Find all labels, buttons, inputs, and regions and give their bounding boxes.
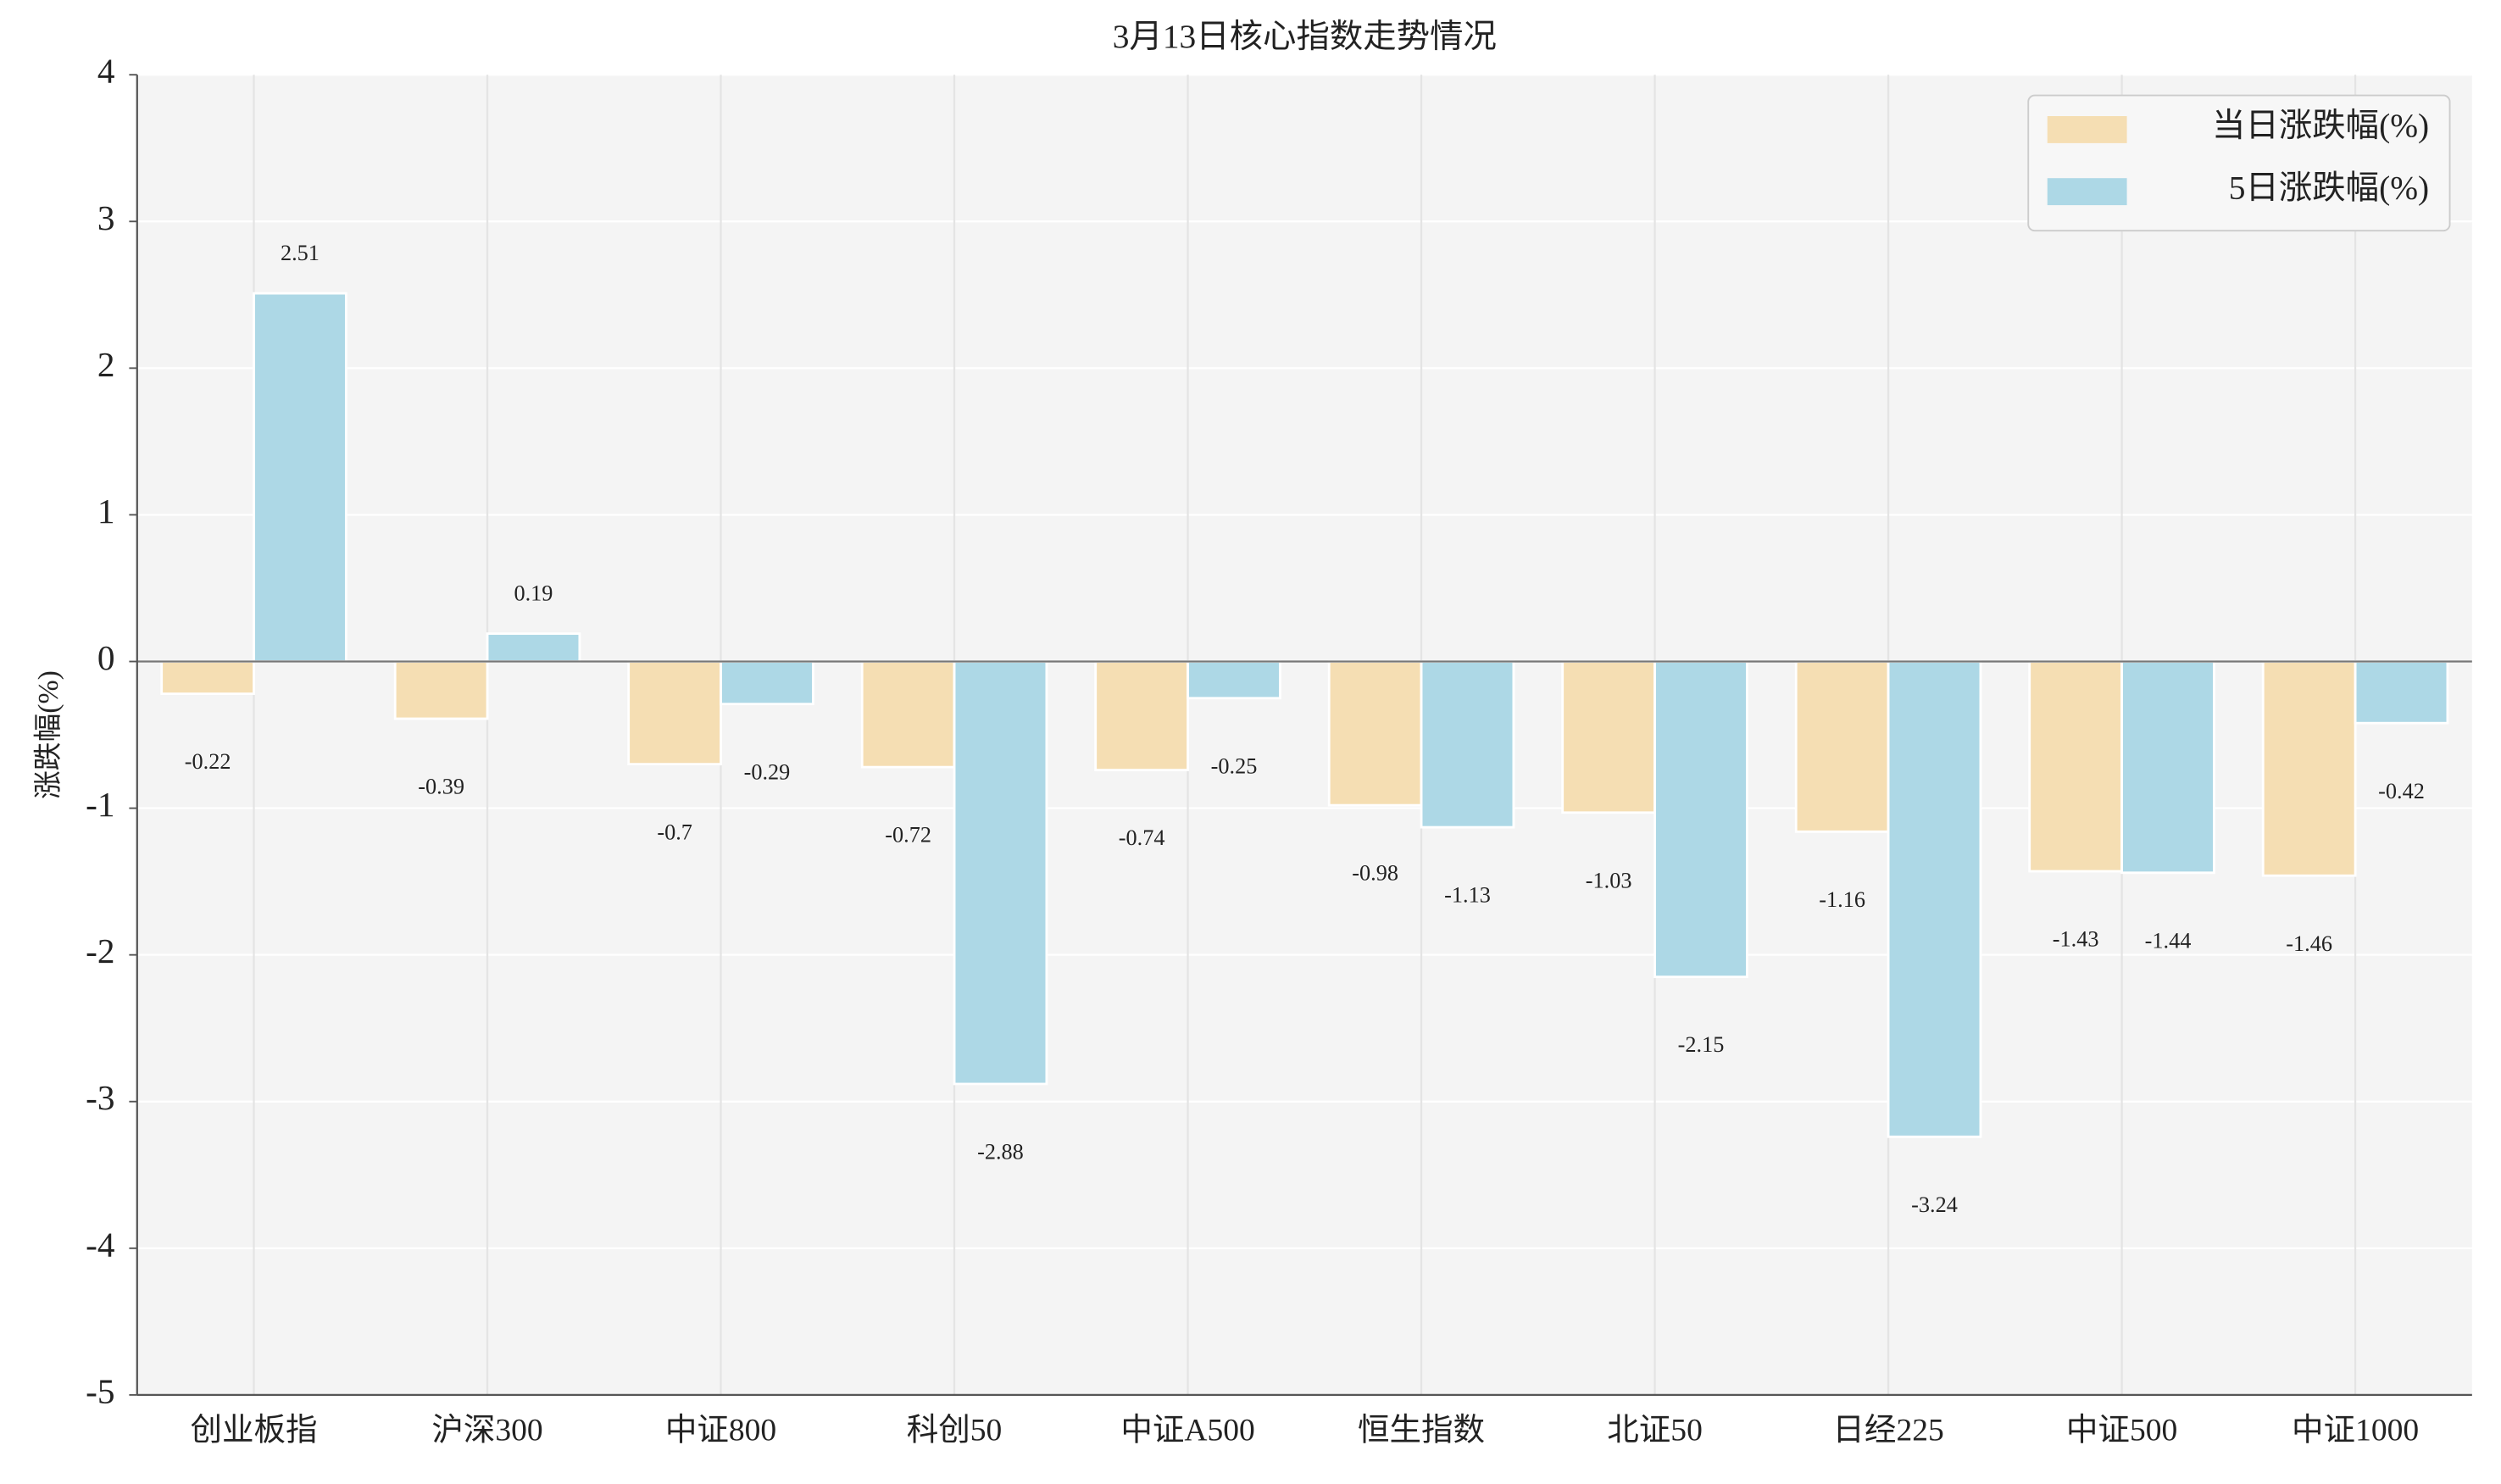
bar xyxy=(1794,660,1890,833)
bar xyxy=(1187,660,1281,700)
y-axis-label: 涨跌幅(%) xyxy=(32,670,64,799)
value-label: 0.19 xyxy=(514,581,553,606)
value-label: -0.42 xyxy=(2378,779,2425,803)
bar xyxy=(2261,660,2357,877)
bar xyxy=(1327,660,1423,807)
legend-swatch xyxy=(2047,116,2127,143)
value-label: -0.22 xyxy=(185,749,231,774)
bar xyxy=(2354,660,2449,725)
x-tick-label: 日经225 xyxy=(1832,1414,1943,1448)
bar xyxy=(860,660,956,769)
y-tick-label: -3 xyxy=(86,1078,114,1117)
y-tick-label: -5 xyxy=(86,1371,114,1410)
x-tick-label: 中证500 xyxy=(2066,1414,2177,1448)
x-tick-label: 中证A500 xyxy=(1120,1414,1254,1448)
y-tick-label: 3 xyxy=(97,198,115,237)
legend-label: 当日涨跌幅(%) xyxy=(2212,107,2429,144)
y-tick-label: 1 xyxy=(97,492,115,531)
value-label: -0.25 xyxy=(1211,753,1258,778)
bar xyxy=(160,660,255,696)
bar xyxy=(486,632,581,663)
y-tick-label: -2 xyxy=(86,931,114,970)
value-label: -2.88 xyxy=(977,1140,1024,1164)
bar xyxy=(393,660,489,720)
legend-box xyxy=(2027,94,2451,232)
y-tick-label: 0 xyxy=(97,638,115,677)
bar xyxy=(2120,660,2215,875)
value-label: -2.15 xyxy=(1678,1032,1725,1057)
value-label: -1.43 xyxy=(2053,927,2099,952)
value-label: -1.16 xyxy=(1819,887,1865,912)
bar xyxy=(1420,660,1515,829)
bar xyxy=(2028,660,2123,873)
y-tick-label: -4 xyxy=(86,1225,114,1264)
chart-title: 3月13日核心指数走势情况 xyxy=(1113,18,1497,55)
x-tick-label: 中证1000 xyxy=(2292,1414,2419,1448)
bar xyxy=(720,660,814,706)
x-tick-label: 创业板指 xyxy=(190,1414,317,1448)
value-label: -0.98 xyxy=(1352,861,1398,886)
value-label: -0.72 xyxy=(885,823,931,848)
legend-label: 5日涨跌幅(%) xyxy=(2229,169,2429,206)
value-label: -1.44 xyxy=(2145,928,2192,953)
y-tick-label: 4 xyxy=(97,52,115,91)
bar xyxy=(1561,660,1656,814)
value-label: -0.29 xyxy=(744,759,791,784)
legend-swatch xyxy=(2047,178,2127,206)
value-label: -0.39 xyxy=(418,775,464,799)
y-tick-label: 2 xyxy=(97,345,115,384)
x-tick-label: 沪深300 xyxy=(431,1414,542,1448)
value-label: -1.03 xyxy=(1586,868,1632,892)
bar xyxy=(1094,660,1189,772)
x-tick-label: 中证800 xyxy=(665,1414,776,1448)
value-label: -1.13 xyxy=(1444,883,1491,908)
value-label: -0.7 xyxy=(657,820,692,844)
value-label: 2.51 xyxy=(281,241,320,265)
x-tick-label: 北证50 xyxy=(1607,1414,1703,1448)
value-label: -0.74 xyxy=(1119,825,1165,850)
x-tick-label: 科创50 xyxy=(907,1414,1003,1448)
y-tick-label: -1 xyxy=(86,785,114,824)
value-label: -1.46 xyxy=(2286,931,2332,956)
bar xyxy=(627,660,722,766)
x-tick-label: 恒生指数 xyxy=(1358,1414,1485,1448)
value-label: -3.24 xyxy=(1911,1192,1958,1217)
bar xyxy=(953,660,1048,1086)
bar xyxy=(253,292,347,663)
bar xyxy=(1887,660,1982,1138)
bar xyxy=(1653,660,1748,979)
